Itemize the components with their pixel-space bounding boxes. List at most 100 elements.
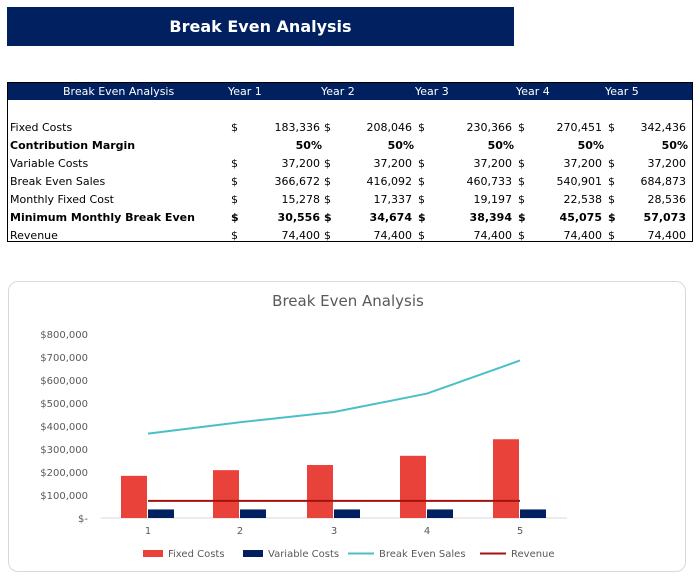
currency-symbol: $ bbox=[231, 211, 239, 224]
cell-value: 50% bbox=[295, 139, 322, 152]
cell-value: 28,536 bbox=[647, 193, 687, 206]
y-tick-label: $- bbox=[78, 514, 88, 525]
x-tick-label: 5 bbox=[517, 526, 523, 537]
currency-symbol: $ bbox=[418, 229, 425, 242]
currency-symbol: $ bbox=[608, 157, 615, 170]
bar-fixed-costs bbox=[307, 465, 333, 518]
cell-value: 416,092 bbox=[366, 175, 413, 188]
cell-value: 22,538 bbox=[563, 193, 603, 206]
cell-value: 50% bbox=[487, 139, 514, 152]
row-label: Contribution Margin bbox=[10, 139, 136, 152]
break-even-chart: Break Even Analysis $- $100,000 $200,000 $30… bbox=[8, 281, 686, 572]
x-tick-label: 2 bbox=[237, 526, 243, 537]
currency-symbol: $ bbox=[518, 157, 525, 170]
currency-symbol: $ bbox=[324, 229, 331, 242]
chart-svg: Break Even Analysis $- $100,000 $200,000 $30… bbox=[40, 292, 567, 560]
x-tick-label: 3 bbox=[331, 526, 337, 537]
bar-variable-costs bbox=[240, 509, 266, 518]
bar-fixed-costs bbox=[121, 475, 147, 518]
currency-symbol: $ bbox=[418, 211, 426, 224]
cell-value: 30,556 bbox=[277, 211, 320, 224]
bar-variable-costs bbox=[427, 509, 453, 518]
y-tick-label: $300,000 bbox=[40, 445, 88, 456]
currency-symbol: $ bbox=[231, 157, 238, 170]
row-label: Monthly Fixed Cost bbox=[10, 193, 114, 206]
bar-fixed-costs bbox=[213, 470, 239, 518]
currency-symbol: $ bbox=[418, 175, 425, 188]
table-row: Revenue $74,400 $74,400 $74,400 $74,400 $74,4… bbox=[8, 227, 692, 245]
currency-symbol: $ bbox=[231, 193, 238, 206]
cell-value: 19,197 bbox=[473, 193, 513, 206]
cell-value: 74,400 bbox=[281, 229, 321, 242]
cell-value: 17,337 bbox=[373, 193, 413, 206]
currency-symbol: $ bbox=[518, 211, 526, 224]
header-year: Year 4 bbox=[516, 85, 550, 98]
y-tick-label: $100,000 bbox=[40, 491, 88, 502]
cell-value: 37,200 bbox=[281, 157, 321, 170]
legend-label: Fixed Costs bbox=[168, 549, 225, 560]
currency-symbol: $ bbox=[324, 175, 331, 188]
cell-value: 74,400 bbox=[373, 229, 413, 242]
row-label: Variable Costs bbox=[10, 157, 89, 170]
currency-symbol: $ bbox=[608, 193, 615, 206]
row-label: Minimum Monthly Break Even bbox=[10, 211, 195, 224]
currency-symbol: $ bbox=[324, 157, 331, 170]
legend-label: Variable Costs bbox=[268, 549, 339, 560]
currency-symbol: $ bbox=[324, 211, 332, 224]
cell-value: 366,672 bbox=[274, 175, 321, 188]
table-row: Break Even Sales $366,672 $416,092 $460,733… bbox=[8, 173, 692, 191]
legend-label: Revenue bbox=[511, 549, 555, 560]
table-row: Fixed Costs $183,336 $208,046 $230,366 $270,… bbox=[8, 119, 692, 137]
cell-value: 37,200 bbox=[563, 157, 603, 170]
header-year: Year 5 bbox=[605, 85, 639, 98]
cell-value: 34,674 bbox=[369, 211, 412, 224]
cell-value: 50% bbox=[387, 139, 414, 152]
y-tick-label: $200,000 bbox=[40, 468, 88, 479]
legend-label: Break Even Sales bbox=[379, 549, 466, 560]
row-label: Break Even Sales bbox=[10, 175, 106, 188]
header-year: Year 1 bbox=[228, 85, 262, 98]
page-title: Break Even Analysis bbox=[7, 7, 514, 46]
currency-symbol: $ bbox=[608, 211, 616, 224]
cell-value: 38,394 bbox=[469, 211, 512, 224]
currency-symbol: $ bbox=[418, 157, 425, 170]
cell-value: 684,873 bbox=[640, 175, 687, 188]
chart-title: Break Even Analysis bbox=[272, 292, 424, 310]
bar-fixed-costs bbox=[493, 439, 519, 518]
cell-value: 45,075 bbox=[559, 211, 602, 224]
cell-value: 74,400 bbox=[473, 229, 513, 242]
cell-value: 540,901 bbox=[556, 175, 603, 188]
table-row: Variable Costs $37,200 $37,200 $37,200 $37,2… bbox=[8, 155, 692, 173]
line-break-even-sales bbox=[147, 359, 521, 435]
cell-value: 74,400 bbox=[647, 229, 687, 242]
cell-value: 37,200 bbox=[473, 157, 513, 170]
currency-symbol: $ bbox=[231, 175, 238, 188]
row-label: Fixed Costs bbox=[10, 121, 73, 134]
currency-symbol: $ bbox=[324, 193, 331, 206]
cell-value: 230,366 bbox=[466, 121, 513, 134]
currency-symbol: $ bbox=[608, 121, 615, 134]
x-tick-label: 1 bbox=[145, 526, 151, 537]
header-label: Break Even Analysis bbox=[63, 85, 175, 98]
cell-value: 74,400 bbox=[563, 229, 603, 242]
y-tick-label: $800,000 bbox=[40, 330, 88, 341]
bar-variable-costs bbox=[334, 509, 360, 518]
table-header: Break Even Analysis Year 1 Year 2 Year 3 Yea… bbox=[8, 83, 692, 100]
currency-symbol: $ bbox=[231, 229, 238, 242]
cell-value: 208,046 bbox=[366, 121, 413, 134]
currency-symbol: $ bbox=[418, 121, 425, 134]
currency-symbol: $ bbox=[418, 193, 425, 206]
currency-symbol: $ bbox=[231, 121, 238, 134]
bar-variable-costs bbox=[520, 509, 546, 518]
cell-value: 37,200 bbox=[373, 157, 413, 170]
break-even-table: Break Even Analysis Year 1 Year 2 Year 3 Yea… bbox=[7, 82, 693, 242]
currency-symbol: $ bbox=[608, 229, 615, 242]
y-tick-label: $600,000 bbox=[40, 376, 88, 387]
bar-fixed-costs bbox=[400, 455, 426, 518]
currency-symbol: $ bbox=[518, 175, 525, 188]
cell-value: 37,200 bbox=[647, 157, 687, 170]
cell-value: 50% bbox=[577, 139, 604, 152]
header-year: Year 3 bbox=[415, 85, 449, 98]
currency-symbol: $ bbox=[518, 229, 525, 242]
legend-swatch bbox=[143, 550, 163, 557]
